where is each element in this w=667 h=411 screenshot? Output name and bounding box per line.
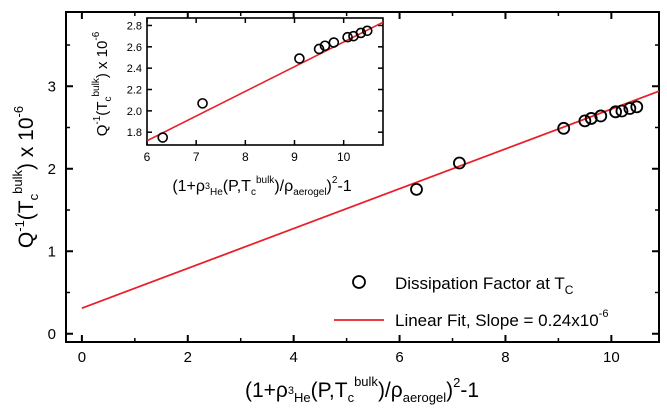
inset-data-point bbox=[294, 53, 305, 64]
inset-y-tick-label: 2.0 bbox=[127, 106, 142, 118]
data-point bbox=[557, 121, 571, 135]
inset-x-tick-label: 9 bbox=[291, 150, 298, 164]
data-point bbox=[615, 104, 629, 118]
inset-y-axis-title: Q-1(Tcbulk) x 10-6 bbox=[91, 31, 114, 136]
inset-x-tick-label: 6 bbox=[144, 150, 151, 164]
data-point bbox=[630, 100, 644, 114]
data-point bbox=[578, 114, 592, 128]
inset-data-point bbox=[361, 25, 373, 37]
inset-data-point bbox=[319, 40, 331, 52]
x-tick-label: 6 bbox=[395, 349, 403, 366]
y-tick-label: 3 bbox=[48, 78, 56, 95]
x-tick-label: 2 bbox=[184, 349, 192, 366]
inset-data-point bbox=[342, 31, 353, 43]
inset-y-tick-label: 1.8 bbox=[127, 127, 142, 139]
inset-data-point bbox=[328, 37, 340, 48]
x-tick-label: 4 bbox=[289, 349, 297, 366]
legend-marker-circle bbox=[352, 275, 366, 289]
data-point bbox=[410, 182, 423, 196]
x-tick-label: 0 bbox=[78, 349, 86, 366]
x-axis-title: (1+ρ3He(P,Tcbulk)/ρaerogel)2-1 bbox=[245, 374, 479, 405]
fit-line bbox=[81, 90, 659, 310]
inset-data-point bbox=[157, 132, 169, 143]
inset-y-tick-label: 2.4 bbox=[127, 63, 142, 75]
x-tick-label: 8 bbox=[501, 349, 509, 366]
y-axis-title: Q-1(Tcbulk) x 10-6 bbox=[10, 106, 41, 248]
main-plot-frame bbox=[65, 11, 660, 343]
data-point bbox=[594, 109, 608, 123]
data-point bbox=[609, 105, 622, 119]
inset-x-axis-title: (1+ρ3He(P,Tcbulk)/ρaerogel)2-1 bbox=[172, 175, 351, 198]
inset-x-tick-label: 10 bbox=[337, 150, 351, 164]
y-tick-label: 1 bbox=[48, 243, 56, 260]
inset-y-tick-label: 2.2 bbox=[127, 85, 142, 97]
inset-data-point bbox=[355, 27, 367, 39]
inset-x-tick-label: 8 bbox=[242, 150, 249, 164]
y-tick-label: 0 bbox=[48, 326, 56, 343]
inset-data-point bbox=[197, 98, 208, 109]
data-point bbox=[623, 102, 637, 115]
legend-label-dissipation: Dissipation Factor at TC bbox=[395, 274, 574, 297]
legend-label-fit: Linear Fit, Slope = 0.24x10-6 bbox=[395, 308, 608, 330]
x-tick-label: 10 bbox=[603, 349, 620, 366]
inset-y-tick-label: 2.8 bbox=[127, 20, 142, 32]
inset-data-point bbox=[313, 43, 325, 55]
inset-x-tick-label: 7 bbox=[193, 150, 200, 164]
data-point bbox=[452, 156, 466, 170]
inset-fit-line bbox=[147, 21, 383, 142]
inset-y-tick-label: 2.6 bbox=[127, 42, 142, 54]
y-tick-label: 2 bbox=[48, 161, 56, 178]
